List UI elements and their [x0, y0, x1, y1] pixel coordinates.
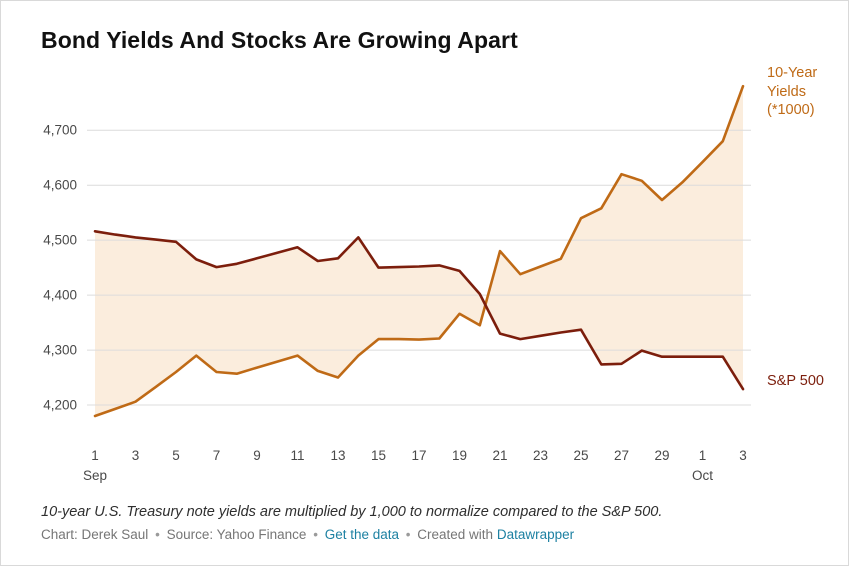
chart: 4,200 4,300 4,400 4,500 4,600 4,700 1 3 5 7 9 11 13 1…	[31, 65, 841, 488]
y-tick-label: 4,700	[43, 123, 77, 138]
x-month-label: Oct	[692, 468, 713, 483]
page-title: Bond Yields And Stocks Are Growing Apart	[41, 27, 518, 53]
separator: •	[405, 527, 411, 542]
x-tick-label: 3	[132, 448, 140, 463]
y-tick-label: 4,400	[43, 288, 77, 303]
x-tick-label: 17	[411, 448, 426, 463]
credit-chart-author: Chart: Derek Saul	[41, 527, 149, 542]
footnote: 10-year U.S. Treasury note yields are mu…	[41, 504, 663, 520]
x-tick-label: 13	[330, 448, 345, 463]
x-tick-label: 3	[739, 448, 747, 463]
y-tick-label: 4,500	[43, 233, 77, 248]
credit-created-with: Created with	[417, 527, 494, 542]
x-tick-label: 9	[253, 448, 261, 463]
separator: •	[313, 527, 318, 542]
datawrapper-link[interactable]: Datawrapper	[496, 527, 575, 542]
x-tick-label: 23	[533, 448, 548, 463]
fill-between-area	[95, 86, 743, 416]
x-tick-label: 1	[91, 448, 99, 463]
x-month-label: Sep	[83, 468, 107, 483]
x-tick-label: 1	[699, 448, 707, 463]
x-tick-label: 7	[213, 448, 221, 463]
get-the-data-link[interactable]: Get the data	[324, 527, 399, 542]
series-label-yields: 10-Year Yields (*1000)	[767, 65, 818, 119]
y-tick-label: 4,200	[43, 398, 77, 413]
y-tick-label: 4,300	[43, 343, 77, 358]
series-label-sp500: S&P 500	[767, 373, 824, 389]
x-tick-label: 29	[654, 448, 669, 463]
credits: Chart: Derek Saul • Source: Yahoo Financ…	[41, 527, 848, 542]
x-tick-label: 5	[172, 448, 180, 463]
y-tick-label: 4,600	[43, 178, 77, 193]
x-tick-label: 25	[573, 448, 588, 463]
series-line-yields	[93, 84, 745, 418]
x-tick-label: 11	[290, 448, 304, 463]
x-tick-label: 27	[614, 448, 629, 463]
separator: •	[155, 527, 160, 542]
credit-source: Source: Yahoo Finance	[166, 527, 307, 542]
series-line-sp500	[93, 230, 745, 391]
x-tick-label: 19	[452, 448, 467, 463]
x-tick-label: 21	[492, 448, 507, 463]
x-tick-label: 15	[371, 448, 386, 463]
